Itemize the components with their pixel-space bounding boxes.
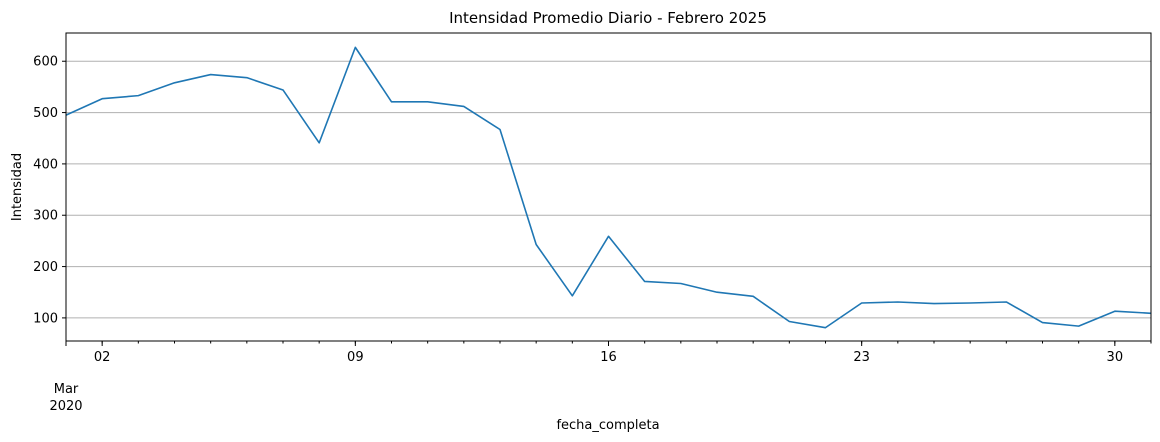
x-tick-label: 09 (347, 350, 364, 365)
x-year-label: 2020 (49, 399, 82, 414)
series-line-intensidad (65, 46, 1152, 329)
x-axis-ticks: 02 09 16 23 30 (65, 341, 1152, 365)
x-axis-label: fecha_completa (556, 418, 659, 433)
chart-title: Intensidad Promedio Diario - Febrero 202… (449, 9, 767, 27)
x-tick-label: 02 (94, 350, 111, 365)
plot-frame (65, 32, 1152, 342)
y-axis-label: Intensidad (10, 153, 25, 221)
y-tick-label: 100 (33, 311, 58, 326)
x-tick-label: 16 (600, 350, 617, 365)
y-tick-label: 300 (33, 209, 58, 224)
x-month-label: Mar (54, 382, 79, 397)
y-tick-label: 500 (33, 106, 58, 121)
y-axis-ticks: 100 200 300 400 500 600 (33, 55, 66, 326)
x-tick-label: 30 (1107, 350, 1124, 365)
y-tick-label: 600 (33, 55, 58, 70)
x-tick-label: 23 (853, 350, 870, 365)
y-tick-label: 400 (33, 157, 58, 172)
gridlines (66, 60, 1151, 319)
y-tick-label: 200 (33, 260, 58, 275)
